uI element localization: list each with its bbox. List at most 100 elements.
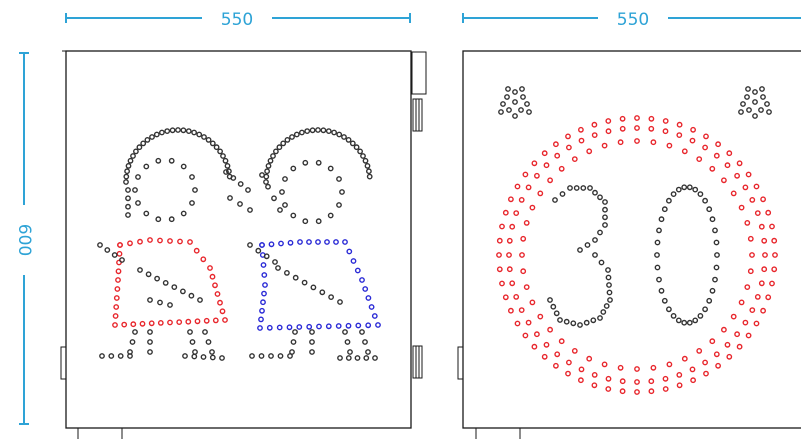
corner-cluster-led [506,107,512,113]
digit-zero-led [686,319,693,326]
corner-cluster-led [752,99,758,105]
girl-head-led [125,162,132,169]
digit-zero-led [697,191,704,198]
digit-three-led [605,267,611,273]
boy-leg-led [365,349,371,355]
digit-three-led [603,303,610,309]
boy-shirt-led [296,324,303,330]
boy-head-led [325,128,332,135]
corner-cluster-led [498,109,504,115]
boy-shirt-led [257,325,263,331]
corner-cluster-led [764,101,770,107]
speed-ring-outer-led [531,343,538,350]
boy-head-led [293,131,300,138]
boy-shirt-led [325,323,332,330]
girl-leg-led [209,349,215,355]
boy-shirt-led [362,286,369,292]
girl-head-led [149,134,155,140]
right-panel [457,50,801,439]
boy-foot-led [354,355,361,361]
speed-ring-inner-led [634,366,640,372]
boy-leg-led [362,339,368,345]
girl-sash-led [154,275,161,282]
speed-ring-inner-led [520,268,527,275]
digit-zero-led [697,312,704,319]
boy-shirt-led [286,324,293,331]
boy-shirt-led [278,240,284,247]
speed-ring-outer-led [525,319,532,326]
girl-dress-led [115,268,122,275]
speed-ring-inner-led [586,355,593,362]
girl-dress-led [200,256,207,263]
speed-ring-outer-led [534,331,540,338]
speed-ring-inner-led [681,355,688,362]
speed-ring-outer-led [676,371,683,378]
digit-three-led [606,282,612,288]
boy-head-led [272,148,279,155]
speed-ring-outer-led [507,307,514,314]
speed-ring-outer-led [771,266,778,273]
speed-ring-outer-led [554,152,561,159]
boy-strap-led [328,294,334,300]
speed-ring-outer-led [605,128,612,135]
speed-ring-outer-led [513,293,520,300]
dimension-width-left: 550 [65,10,411,30]
boy-leg-led [309,329,315,335]
girl-head-led [205,136,212,143]
speed-ring-outer-led [713,152,720,159]
speed-ring-outer-led [648,378,655,385]
boy-shirt-led [368,304,375,310]
girl-leg-led [147,329,153,335]
digit-zero-led [714,252,720,258]
dimension-height-label: 600 [14,224,34,256]
girl-head-led [123,173,130,180]
girl-hair-led [125,212,131,218]
speed-ring-outer-led [754,293,761,300]
corner-cluster-led [500,101,506,107]
speed-ring-outer-led [634,389,640,395]
left-panel [60,50,427,439]
speed-ring-inner-led [547,177,553,184]
digit-zero-led [709,216,716,223]
speed-ring-outer-led [745,332,752,339]
speed-ring-outer-led [771,237,778,244]
speed-ring-inner-led [721,326,727,333]
digit-three-led [559,191,566,197]
digit-zero-led [686,184,693,191]
digit-zero-led [656,227,662,234]
boy-leg-led [347,349,353,355]
digit-three-led [602,222,608,228]
boy-hair-led [271,195,277,202]
speed-ring-inner-led [537,190,544,197]
girl-foot-led [127,353,133,359]
girl-dress-led [137,238,143,245]
digit-zero-led [706,206,713,213]
girl-head-led [209,140,216,147]
girl-face-led [155,157,162,164]
corner-cluster-led [740,101,746,107]
speed-ring-outer-led [522,332,529,339]
speed-ring-inner-led [520,235,527,242]
corner-cluster-led [519,86,525,92]
speed-ring-inner-led [650,364,657,371]
digit-three-led [592,252,598,258]
girl-head-led [222,157,229,164]
boy-face-led [290,165,297,172]
speed-ring-outer-led [591,132,598,139]
digit-three-led [597,229,603,236]
girl-dress-led [212,317,219,324]
girl-hand-led [167,302,173,308]
speed-ring-outer-led [648,115,655,122]
corner-cluster-led [758,107,764,113]
speed-ring-outer-led [619,115,626,122]
boy-head-led [364,162,371,169]
digit-zero-led [670,312,677,319]
girl-face-led [135,174,141,180]
boy-shirt-led [266,324,273,331]
speed-ring-outer-led [496,252,502,258]
corner-cluster-led [512,113,518,119]
speed-ring-inner-led [571,347,578,354]
girl-leg-led [189,339,196,345]
digit-zero-led [709,287,716,294]
girl-dress-led [113,304,120,310]
